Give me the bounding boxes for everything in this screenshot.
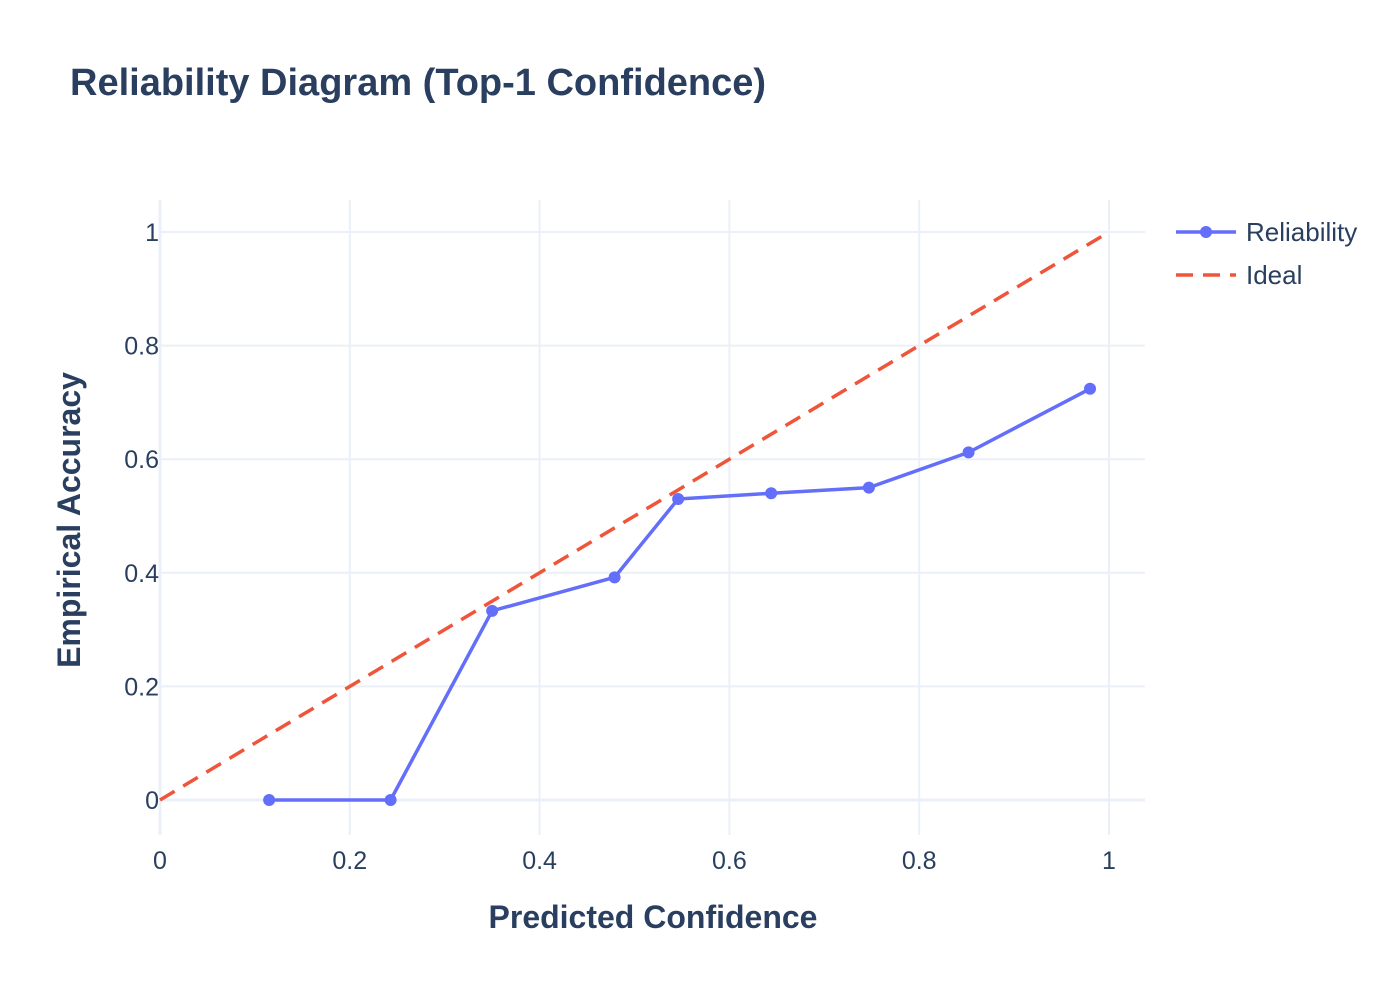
series-layer bbox=[159, 230, 1110, 806]
x-axis-title: Predicted Confidence bbox=[489, 899, 818, 935]
x-tick-label: 0.2 bbox=[332, 847, 367, 875]
grid-layer bbox=[160, 200, 1145, 835]
y-tick-label: 0.4 bbox=[124, 560, 159, 588]
x-tick-label: 0.6 bbox=[712, 847, 747, 875]
y-tick-label: 1 bbox=[145, 219, 159, 247]
reliability-point bbox=[263, 794, 276, 806]
reliability-point bbox=[486, 604, 499, 617]
x-tick-label: 1 bbox=[1102, 847, 1116, 875]
reliability-point bbox=[1084, 382, 1097, 395]
reliability-point bbox=[765, 487, 778, 500]
x-tick-label: 0.8 bbox=[902, 847, 937, 875]
chart-title: Reliability Diagram (Top-1 Confidence) bbox=[70, 62, 767, 104]
legend-reliability-marker bbox=[1200, 226, 1212, 238]
reliability-point bbox=[384, 794, 397, 806]
reliability-point bbox=[862, 481, 875, 494]
y-tick-label: 0.8 bbox=[124, 333, 159, 361]
x-tick-label: 0 bbox=[153, 847, 167, 875]
tick-labels: 0 0.2 0.4 0.6 0.8 1 0 0.2 0.4 0.6 0.8 1 bbox=[124, 219, 1116, 875]
reliability-point bbox=[608, 571, 621, 584]
y-axis-title: Empirical Accuracy bbox=[51, 372, 87, 668]
legend-ideal-label: Ideal bbox=[1246, 260, 1302, 290]
y-tick-label: 0.2 bbox=[124, 673, 159, 701]
reliability-point bbox=[962, 446, 975, 459]
ideal-line bbox=[159, 230, 1110, 802]
legend-reliability-label: Reliability bbox=[1246, 217, 1357, 247]
y-tick-label: 0.6 bbox=[124, 446, 159, 474]
legend: Reliability Ideal bbox=[1176, 217, 1357, 290]
axis-layer bbox=[158, 200, 1145, 835]
y-tick-label: 0 bbox=[145, 787, 159, 815]
reliability-point bbox=[672, 492, 685, 505]
x-tick-label: 0.4 bbox=[522, 847, 557, 875]
